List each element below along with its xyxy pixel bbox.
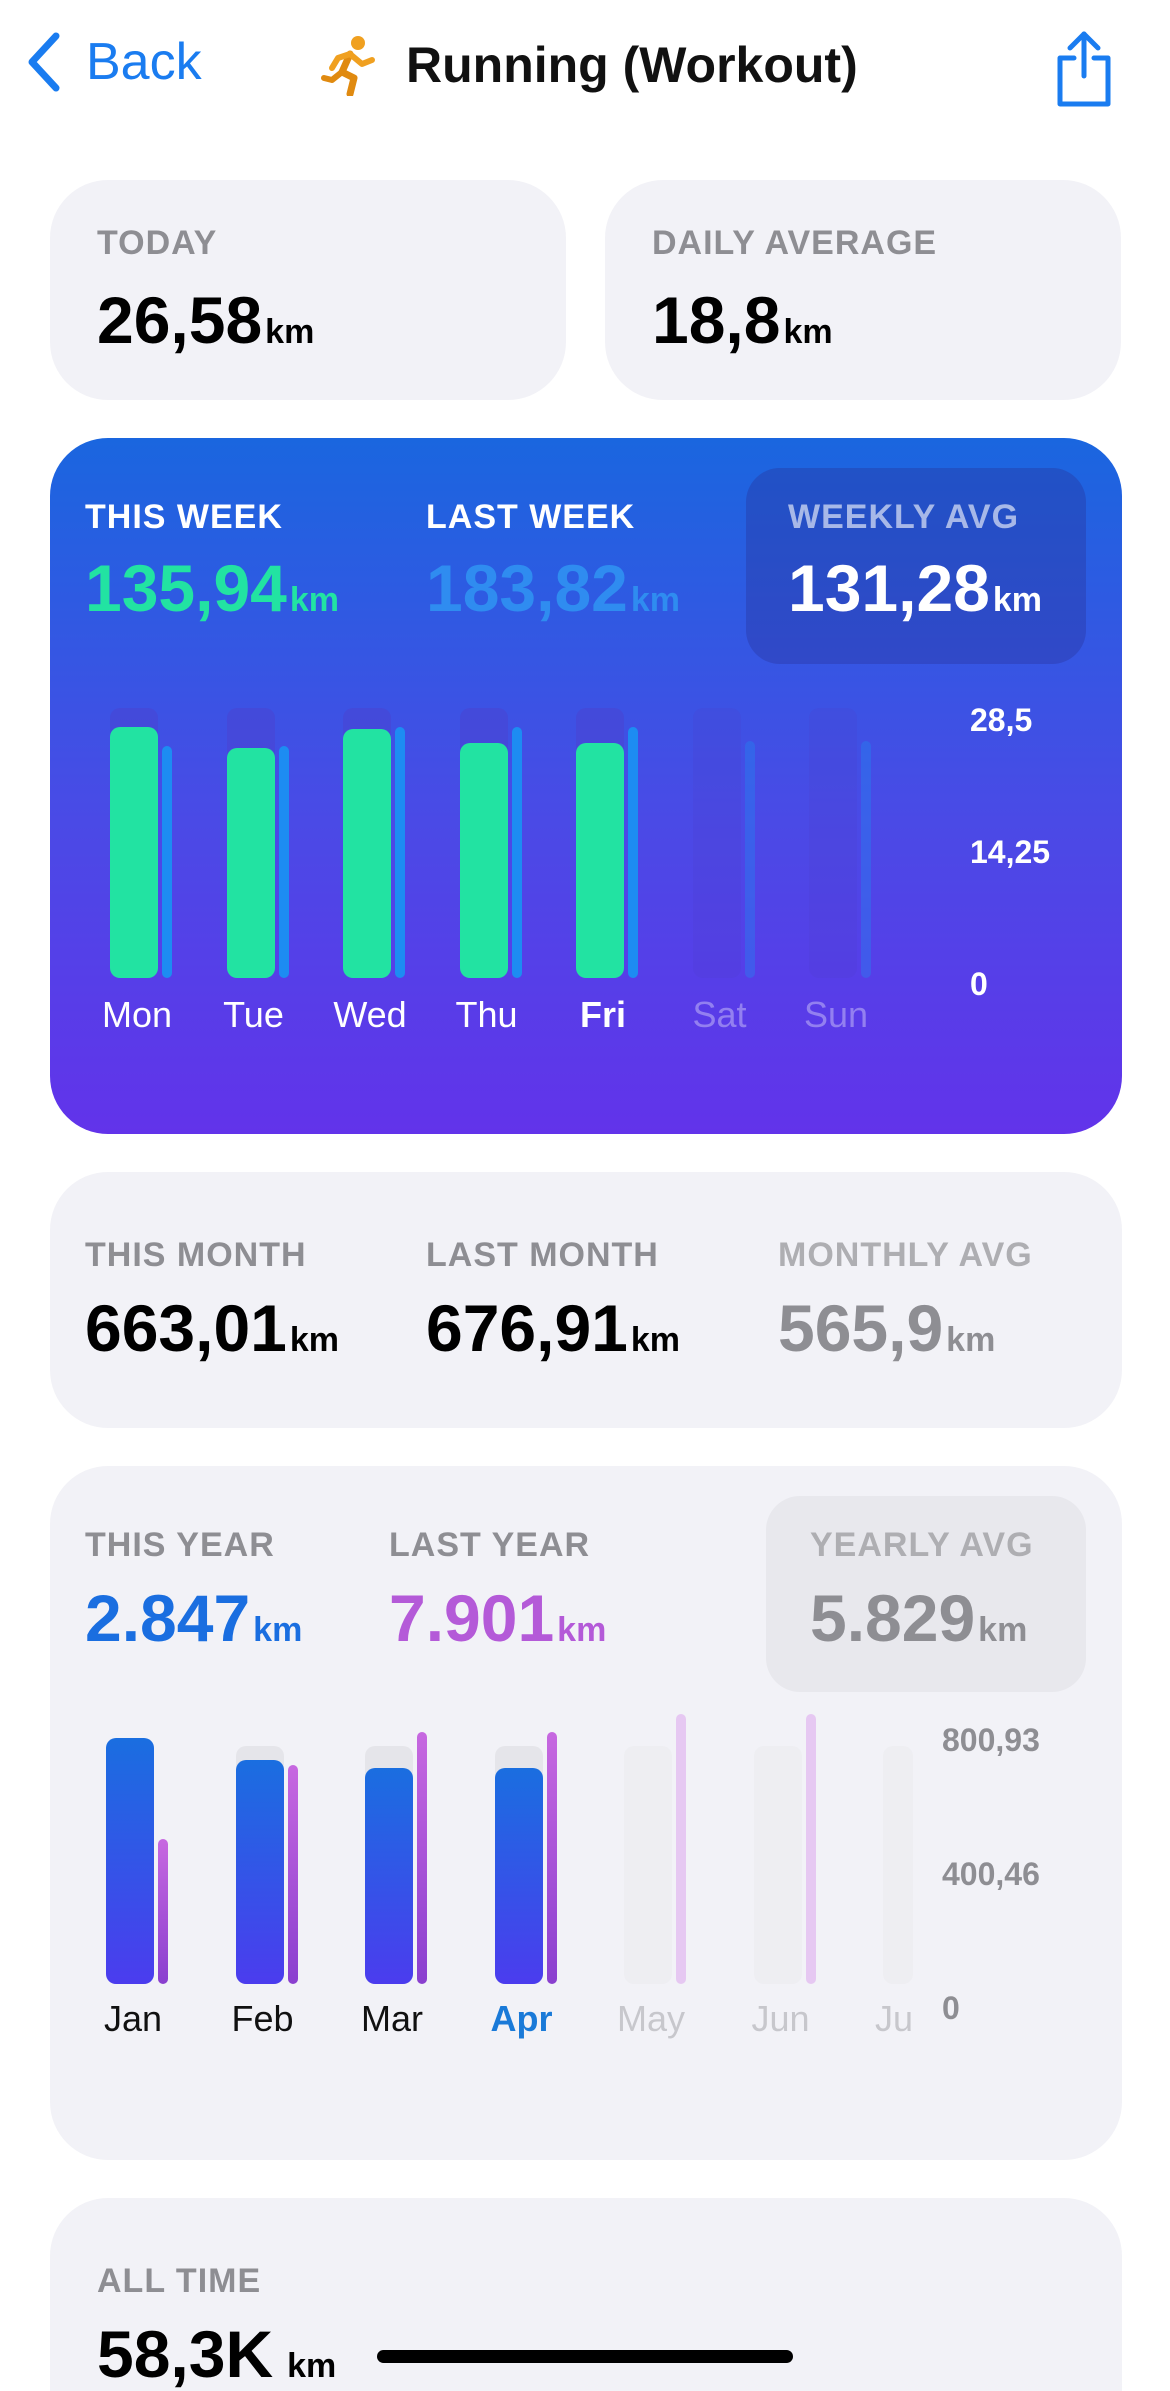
last-year-bar-feb — [287, 1764, 298, 1984]
last-year-bar-mar — [417, 1732, 427, 1984]
home-indicator — [377, 2350, 793, 2363]
this-week-bar-fri — [576, 743, 624, 978]
yearly-avg-box: YEARLY AVG 5.829km — [766, 1496, 1086, 1692]
weekly-avg-label: WEEKLY AVG — [788, 498, 1020, 536]
last-week-bar-wed — [395, 726, 405, 978]
last-year-bar-jun — [805, 1713, 816, 1984]
today-label: TODAY — [97, 224, 218, 262]
month-card[interactable]: THIS MONTH 663,01km LAST MONTH 676,91km … — [50, 1172, 1122, 1428]
last-year-bar-may — [676, 1713, 686, 1984]
daily-average-card[interactable]: DAILY AVERAGE 18,8km — [605, 180, 1121, 400]
daily-average-label: DAILY AVERAGE — [652, 224, 938, 262]
last-month-label: LAST MONTH — [426, 1236, 659, 1274]
day-label-thu: Thu — [455, 994, 518, 1035]
bar-track-may — [624, 1746, 672, 1984]
header: Back Running (Workout) — [0, 0, 1170, 140]
month-label-may: May — [616, 1998, 685, 2039]
day-label-fri: Fri — [579, 994, 626, 1035]
y-tick-label: 0 — [942, 1990, 960, 2026]
this-month-label: THIS MONTH — [85, 1236, 307, 1274]
this-week-bar-tue — [226, 747, 275, 978]
month-label-apr: Apr — [490, 1998, 553, 2039]
month-label-feb: Feb — [231, 1998, 294, 2039]
last-week-bar-fri — [628, 726, 638, 978]
all-time-label: ALL TIME — [97, 2262, 262, 2300]
bar-track-ju — [883, 1746, 913, 1984]
running-figure-icon — [321, 36, 375, 96]
monthly-avg-label: MONTHLY AVG — [778, 1236, 1033, 1274]
day-label-mon: Mon — [101, 994, 173, 1035]
weekly-avg-box: WEEKLY AVG 131,28km — [746, 468, 1086, 664]
last-month-value: 676,91km — [426, 1291, 681, 1365]
last-week-bar-tue — [278, 745, 289, 978]
year-card[interactable]: THIS YEAR 2.847km LAST YEAR 7.901km YEAR… — [50, 1466, 1122, 2160]
last-week-bar-mon — [162, 745, 172, 978]
share-icon[interactable] — [1052, 30, 1116, 108]
bar-track-jun — [753, 1746, 802, 1984]
day-label-sun: Sun — [803, 994, 869, 1035]
yearly-avg-value: 5.829km — [810, 1581, 1028, 1655]
this-year-bar-jan — [106, 1737, 154, 1984]
this-year-bar-apr — [494, 1768, 543, 1984]
y-tick-label: 0 — [970, 966, 988, 1002]
weekly-avg-value: 131,28km — [788, 551, 1043, 625]
this-year-label: THIS YEAR — [85, 1526, 275, 1564]
month-label-mar: Mar — [361, 1998, 423, 2039]
bar-track-sat — [692, 708, 741, 978]
daily-average-value: 18,8km — [652, 283, 833, 357]
chevron-left-icon — [28, 32, 60, 92]
this-week-value: 135,94km — [85, 551, 340, 625]
this-week-bar-mon — [110, 726, 158, 978]
last-year-label: LAST YEAR — [389, 1526, 591, 1564]
last-year-bar-jan — [158, 1839, 168, 1984]
this-month-value: 663,01km — [85, 1291, 340, 1365]
month-label-jan: Jan — [103, 1998, 163, 2039]
last-week-label: LAST WEEK — [426, 498, 636, 536]
day-label-sat: Sat — [692, 994, 747, 1035]
last-year-bar-apr — [546, 1732, 557, 1984]
back-button[interactable]: Back — [24, 30, 202, 94]
today-value: 26,58km — [97, 283, 315, 357]
week-card[interactable]: THIS WEEK 135,94km LAST WEEK 183,82km WE… — [50, 438, 1122, 1134]
this-week-bar-wed — [343, 728, 391, 978]
y-tick-label: 28,5 — [970, 702, 1033, 738]
yearly-avg-label: YEARLY AVG — [810, 1526, 1034, 1564]
all-time-value: 58,3K km — [97, 2317, 337, 2391]
last-year-value: 7.901km — [389, 1581, 607, 1655]
page-title-group: Running (Workout) — [320, 34, 858, 96]
last-week-bar-thu — [511, 726, 522, 978]
month-label-ju: Ju — [875, 1998, 914, 2039]
y-tick-label: 14,25 — [970, 834, 1051, 870]
this-year-value: 2.847km — [85, 1581, 303, 1655]
day-label-wed: Wed — [333, 994, 407, 1035]
today-card[interactable]: TODAY 26,58km — [50, 180, 566, 400]
this-week-label: THIS WEEK — [85, 498, 283, 536]
this-year-bar-feb — [235, 1760, 284, 1984]
last-week-bar-sun — [861, 741, 871, 978]
day-label-tue: Tue — [223, 994, 284, 1035]
y-tick-label: 800,93 — [942, 1722, 1040, 1758]
last-week-bar-sat — [744, 741, 755, 978]
monthly-avg-value: 565,9km — [778, 1291, 996, 1365]
back-label: Back — [86, 33, 202, 91]
y-tick-label: 400,46 — [942, 1856, 1040, 1892]
bar-track-sun — [809, 708, 857, 978]
this-week-bar-thu — [459, 743, 508, 978]
month-label-jun: Jun — [751, 1998, 810, 2039]
this-year-bar-mar — [365, 1768, 413, 1984]
last-week-value: 183,82km — [426, 551, 681, 625]
page-title: Running (Workout) — [406, 37, 858, 93]
